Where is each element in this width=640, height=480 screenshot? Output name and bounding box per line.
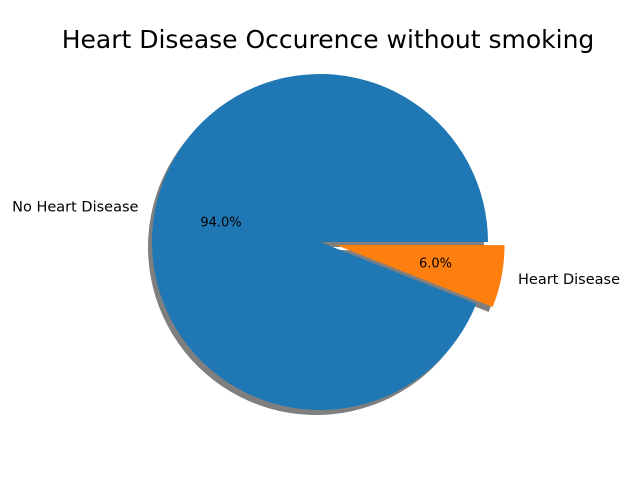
slice-percent-no-heart-disease: 94.0% xyxy=(200,216,241,231)
slice-label-no-heart-disease: No Heart Disease xyxy=(12,199,138,215)
slice-label-heart-disease: Heart Disease xyxy=(518,272,620,288)
pie-slice-no-heart-disease xyxy=(151,73,488,411)
chart-title: Heart Disease Occurence without smoking xyxy=(62,25,595,54)
slice-percent-heart-disease: 6.0% xyxy=(419,257,452,272)
pie-slice-heart-disease xyxy=(336,245,505,307)
